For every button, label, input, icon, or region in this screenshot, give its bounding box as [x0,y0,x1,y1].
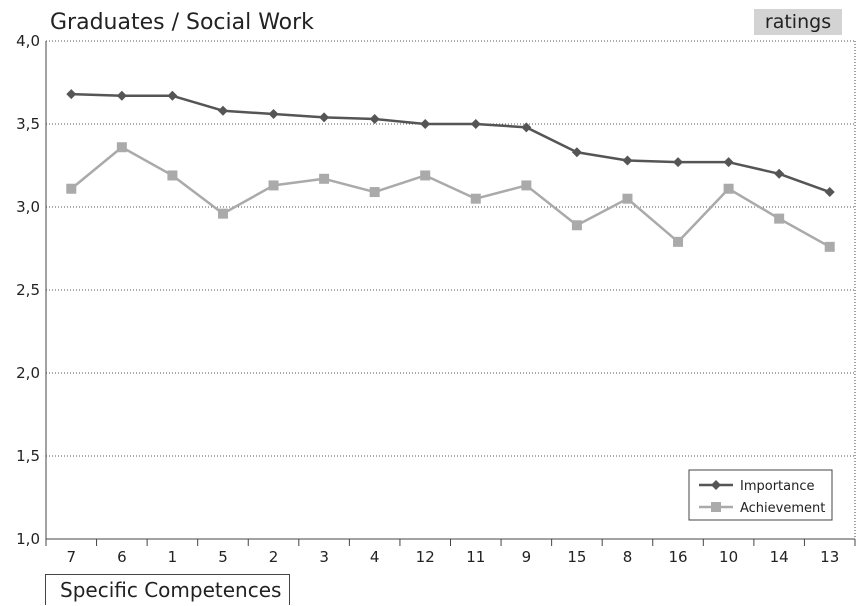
y-tick-label: 2,5 [16,281,40,299]
x-tick-label: 16 [668,548,687,566]
x-tick-label: 14 [770,548,789,566]
y-tick-label: 4,0 [16,32,40,50]
y-tick-label: 1,5 [16,447,40,465]
x-tick-label: 10 [719,548,738,566]
x-tick-label: 3 [319,548,329,566]
marker-importance [420,119,431,129]
marker-achievement [521,180,532,191]
marker-importance [167,90,178,101]
ratings-badge: ratings [754,9,842,35]
marker-importance [622,155,633,166]
grid-lines [46,40,855,457]
y-tick-label: 1,0 [16,530,40,548]
marker-achievement [268,180,279,191]
x-tick-label: 2 [269,548,279,566]
marker-achievement [711,502,721,512]
y-tick-label: 2,0 [16,364,40,382]
marker-achievement [66,183,77,194]
marker-achievement [217,208,228,219]
marker-achievement [622,193,633,204]
marker-achievement [774,213,785,224]
marker-importance [217,105,228,116]
x-tick-label: 1 [168,548,178,566]
legend: Importance Achievement [688,469,833,521]
marker-importance [470,119,481,129]
legend-label: Importance [740,479,815,494]
marker-importance [711,480,721,490]
marker-achievement [319,173,330,184]
series-line-importance [71,92,831,194]
x-tick-label: 12 [416,548,435,566]
y-tick-labels: 1,0 1,5 2,0 2,5 3,0 3,5 4,0 [16,32,40,548]
series-line-achievement [70,145,831,248]
x-tick-label: 6 [117,548,127,566]
marker-importance [824,187,835,198]
marker-achievement [470,193,481,204]
marker-achievement [420,170,431,181]
marker-importance [268,109,279,120]
x-tick-labels: 7 6 1 5 2 3 4 12 11 9 15 8 16 10 14 13 [67,548,840,566]
marker-importance [723,157,734,168]
marker-importance [774,168,785,179]
x-tick-label: 15 [567,548,586,566]
marker-importance [369,114,380,125]
marker-achievement [723,183,734,194]
marker-importance [319,112,330,123]
x-tick-label: 11 [466,548,485,566]
x-tick-label: 7 [67,548,77,566]
x-tick-label: 13 [820,548,839,566]
y-tick-label: 3,5 [16,115,40,133]
y-tick-label: 3,0 [16,198,40,216]
marker-achievement [571,220,582,231]
marker-achievement [167,170,178,181]
chart-title: Graduates / Social Work [50,10,314,35]
x-tick-label: 5 [218,548,228,566]
legend-label: Achievement [740,501,825,516]
marker-achievement [369,187,380,198]
series-lines [66,89,835,252]
marker-achievement [824,241,835,252]
marker-importance [673,157,684,168]
marker-importance [571,147,582,158]
axes [45,41,856,546]
marker-importance [521,122,532,133]
marker-achievement [673,236,684,247]
x-axis-title: Specific Competences [45,574,290,605]
x-tick-label: 4 [370,548,380,566]
marker-importance [66,89,77,100]
x-tick-label: 9 [522,548,532,566]
x-tick-label: 8 [623,548,633,566]
marker-importance [116,90,127,101]
marker-achievement [116,142,127,153]
